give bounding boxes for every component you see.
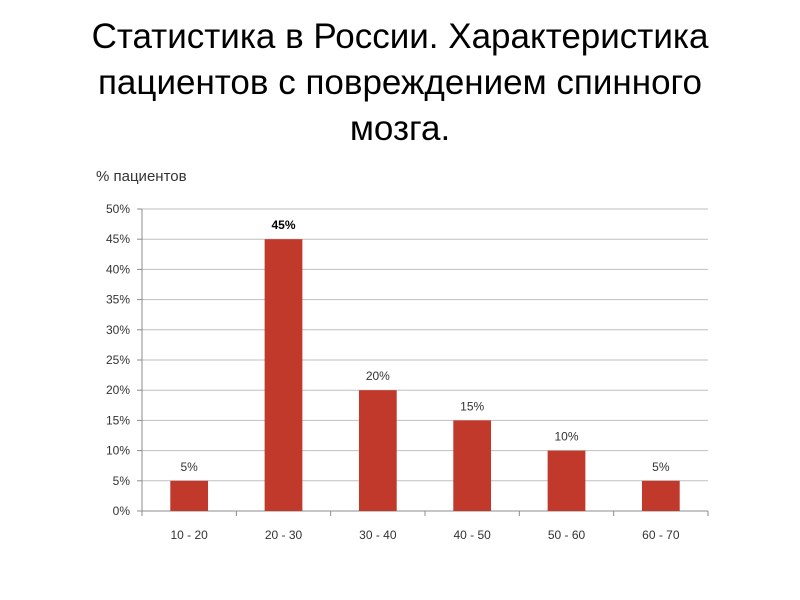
y-tick-label: 45% [106,232,130,246]
bar [547,450,586,511]
data-label: 45% [271,218,295,232]
y-tick-label: 15% [106,413,130,427]
y-tick-label: 10% [106,444,130,458]
x-tick-label: 40 - 50 [453,528,491,542]
y-tick-label: 35% [106,293,130,307]
data-label: 20% [366,369,390,383]
y-axis-title: % пациентов [96,168,187,185]
y-tick-label: 0% [113,504,131,518]
bar [453,420,492,511]
y-tick-label: 30% [106,323,130,337]
y-tick-label: 5% [113,474,131,488]
y-tick-label: 40% [106,262,130,276]
title-line-3: мозга. [349,109,451,148]
y-tick-label: 50% [106,202,130,216]
data-label: 5% [180,460,198,474]
slide-title: Статистика в России. Характеристика паци… [40,14,760,152]
title-line-1: Статистика в России. Характеристика [91,17,709,56]
x-tick-label: 60 - 70 [642,528,680,542]
x-tick-label: 20 - 30 [265,528,303,542]
data-label: 10% [554,430,578,444]
x-tick-label: 50 - 60 [548,528,586,542]
bar [170,480,209,511]
data-label: 15% [460,399,484,413]
y-tick-label: 20% [106,383,130,397]
y-tick-label: 25% [106,353,130,367]
x-tick-label: 10 - 20 [170,528,208,542]
bar [264,239,303,511]
bar [358,390,397,511]
title-line-2: пациентов с повреждением спинного [97,63,703,102]
x-tick-label: 30 - 40 [359,528,397,542]
bar [641,480,680,511]
data-label: 5% [652,460,670,474]
